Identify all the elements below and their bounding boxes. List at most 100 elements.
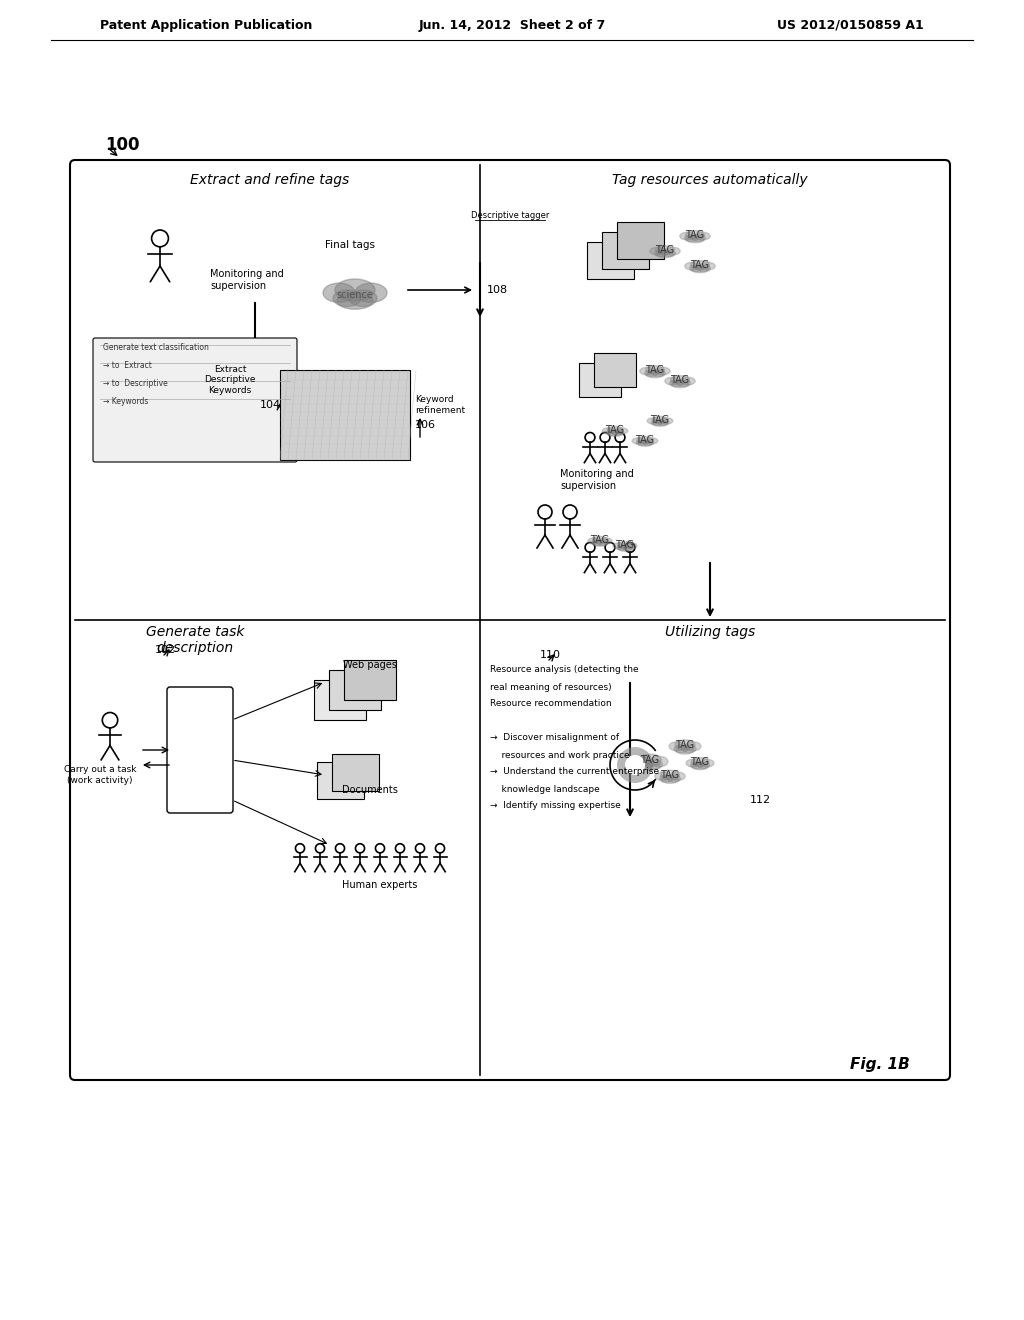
Ellipse shape bbox=[643, 440, 653, 445]
Ellipse shape bbox=[647, 417, 660, 424]
Ellipse shape bbox=[651, 420, 663, 425]
Ellipse shape bbox=[692, 235, 706, 242]
FancyBboxPatch shape bbox=[329, 671, 381, 710]
Ellipse shape bbox=[665, 247, 680, 255]
Ellipse shape bbox=[685, 742, 701, 751]
Ellipse shape bbox=[613, 543, 625, 549]
Ellipse shape bbox=[669, 742, 685, 751]
Ellipse shape bbox=[652, 370, 666, 376]
Ellipse shape bbox=[637, 437, 653, 444]
Ellipse shape bbox=[632, 438, 645, 444]
Ellipse shape bbox=[668, 775, 681, 783]
FancyBboxPatch shape bbox=[332, 754, 379, 791]
Ellipse shape bbox=[685, 235, 697, 242]
Ellipse shape bbox=[686, 236, 703, 243]
Ellipse shape bbox=[640, 367, 655, 375]
FancyBboxPatch shape bbox=[316, 762, 364, 799]
Text: TAG: TAG bbox=[685, 230, 705, 240]
Circle shape bbox=[617, 747, 653, 783]
FancyBboxPatch shape bbox=[594, 352, 636, 387]
Ellipse shape bbox=[680, 378, 695, 385]
Text: TAG: TAG bbox=[671, 375, 689, 385]
Text: TAG: TAG bbox=[676, 741, 694, 750]
Ellipse shape bbox=[639, 754, 662, 766]
FancyBboxPatch shape bbox=[280, 370, 410, 459]
Ellipse shape bbox=[323, 282, 355, 302]
FancyBboxPatch shape bbox=[601, 231, 648, 268]
Ellipse shape bbox=[657, 420, 669, 425]
Ellipse shape bbox=[700, 759, 714, 767]
Ellipse shape bbox=[618, 546, 632, 552]
Ellipse shape bbox=[652, 416, 668, 424]
Ellipse shape bbox=[333, 290, 361, 306]
Text: Patent Application Publication: Patent Application Publication bbox=[100, 18, 312, 32]
Ellipse shape bbox=[675, 739, 695, 750]
Text: TAG: TAG bbox=[650, 414, 670, 425]
Ellipse shape bbox=[660, 770, 680, 780]
FancyBboxPatch shape bbox=[587, 242, 634, 279]
Ellipse shape bbox=[607, 426, 623, 433]
Text: knowledge landscape: knowledge landscape bbox=[490, 784, 600, 793]
FancyBboxPatch shape bbox=[167, 686, 233, 813]
Ellipse shape bbox=[636, 440, 647, 445]
Ellipse shape bbox=[674, 744, 688, 752]
Ellipse shape bbox=[677, 380, 690, 387]
Ellipse shape bbox=[697, 762, 710, 768]
Ellipse shape bbox=[646, 760, 663, 770]
Ellipse shape bbox=[625, 543, 637, 549]
Ellipse shape bbox=[616, 545, 628, 550]
Ellipse shape bbox=[608, 430, 623, 437]
Ellipse shape bbox=[593, 541, 607, 546]
Text: real meaning of resources): real meaning of resources) bbox=[490, 682, 611, 692]
Text: resources and work practice: resources and work practice bbox=[490, 751, 630, 759]
Ellipse shape bbox=[690, 762, 702, 768]
FancyBboxPatch shape bbox=[579, 363, 621, 397]
Text: TAG: TAG bbox=[645, 366, 665, 375]
Text: Generate task
description: Generate task description bbox=[145, 624, 244, 655]
Ellipse shape bbox=[697, 265, 711, 272]
Text: Resource recommendation: Resource recommendation bbox=[490, 700, 611, 709]
Ellipse shape bbox=[612, 430, 624, 436]
Ellipse shape bbox=[588, 537, 600, 544]
Ellipse shape bbox=[700, 263, 715, 271]
Text: TAG: TAG bbox=[636, 436, 654, 445]
Ellipse shape bbox=[646, 371, 664, 378]
Ellipse shape bbox=[632, 756, 650, 767]
Ellipse shape bbox=[606, 430, 617, 436]
Text: Extract and refine tags: Extract and refine tags bbox=[190, 173, 349, 187]
Ellipse shape bbox=[665, 378, 680, 385]
Text: 100: 100 bbox=[105, 136, 139, 154]
Ellipse shape bbox=[640, 762, 660, 771]
Ellipse shape bbox=[660, 417, 673, 424]
Text: 106: 106 bbox=[415, 420, 436, 430]
Ellipse shape bbox=[685, 263, 700, 271]
Ellipse shape bbox=[680, 232, 695, 240]
Ellipse shape bbox=[676, 746, 694, 754]
Text: Fig. 1B: Fig. 1B bbox=[850, 1057, 910, 1072]
FancyBboxPatch shape bbox=[314, 680, 366, 719]
Ellipse shape bbox=[335, 279, 375, 301]
Text: US 2012/0150859 A1: US 2012/0150859 A1 bbox=[777, 18, 924, 32]
Text: 108: 108 bbox=[487, 285, 508, 294]
Ellipse shape bbox=[653, 421, 668, 426]
Text: TAG: TAG bbox=[605, 425, 625, 436]
Ellipse shape bbox=[662, 776, 679, 783]
Ellipse shape bbox=[593, 536, 607, 544]
Ellipse shape bbox=[689, 265, 702, 272]
Text: Generate text classification: Generate text classification bbox=[103, 343, 209, 352]
Text: Monitoring and
supervision: Monitoring and supervision bbox=[210, 269, 284, 290]
Ellipse shape bbox=[598, 540, 608, 545]
Text: 112: 112 bbox=[750, 795, 771, 805]
Ellipse shape bbox=[656, 251, 674, 257]
Ellipse shape bbox=[692, 763, 708, 770]
Text: Tag resources automatically: Tag resources automatically bbox=[612, 173, 808, 187]
Ellipse shape bbox=[644, 370, 657, 376]
Ellipse shape bbox=[337, 293, 373, 309]
Ellipse shape bbox=[672, 381, 688, 388]
Ellipse shape bbox=[671, 376, 689, 384]
Ellipse shape bbox=[650, 247, 665, 255]
Ellipse shape bbox=[600, 537, 612, 544]
FancyBboxPatch shape bbox=[344, 660, 396, 700]
Ellipse shape bbox=[682, 744, 696, 752]
Text: 110: 110 bbox=[540, 649, 560, 660]
